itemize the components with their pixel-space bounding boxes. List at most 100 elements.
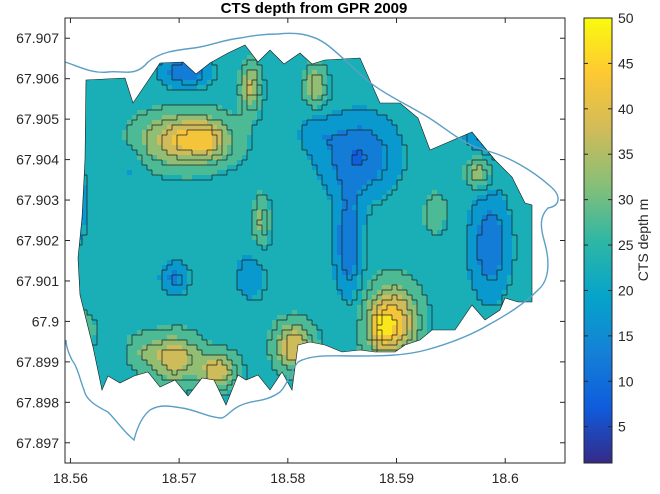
contour-cell [467, 185, 473, 191]
contour-cell [247, 235, 253, 241]
contour-cell [142, 290, 148, 296]
contour-cell [342, 60, 348, 66]
contour-cell [462, 280, 468, 286]
contour-cell [402, 190, 408, 196]
contour-cell [527, 205, 532, 211]
contour-cell [437, 250, 443, 256]
contour-cell [182, 190, 188, 196]
contour-cell [357, 285, 363, 291]
contour-cell [447, 190, 453, 196]
contour-cell [92, 250, 98, 256]
contour-cell [372, 275, 378, 281]
contour-cell [412, 230, 418, 236]
contour-cell [242, 280, 248, 286]
contour-cell [347, 280, 353, 286]
contour-cell [267, 50, 273, 56]
contour-cell [387, 185, 393, 191]
contour-cell [437, 170, 443, 176]
contour-cell [307, 60, 313, 66]
contour-cell [152, 90, 158, 96]
contour-cell [132, 205, 138, 211]
contour-cell [452, 190, 458, 196]
contour-cell [262, 110, 268, 116]
contour-cell [442, 290, 448, 296]
contour-cell [272, 220, 278, 226]
contour-cell [517, 290, 523, 296]
contour-cell [272, 180, 278, 186]
contour-cell [342, 115, 348, 121]
contour-cell [482, 245, 488, 251]
contour-cell [92, 95, 98, 101]
contour-cell [92, 115, 98, 121]
contour-cell [522, 220, 528, 226]
contour-cell [292, 130, 298, 136]
contour-cell [372, 135, 378, 141]
contour-cell [417, 225, 423, 231]
contour-cell [452, 175, 458, 181]
contour-cell [492, 190, 498, 196]
contour-cell [352, 175, 358, 181]
contour-cell [467, 290, 473, 296]
contour-cell [517, 260, 523, 266]
contour-cell [87, 110, 93, 116]
contour-cell [307, 275, 313, 281]
contour-cell [332, 200, 338, 206]
contour-cell [247, 265, 253, 271]
contour-cell [372, 265, 378, 271]
contour-cell [217, 210, 223, 216]
contour-cell [112, 285, 118, 291]
contour-cell [132, 295, 138, 301]
contour-cell [227, 220, 233, 226]
contour-cell [382, 150, 388, 156]
contour-cell [282, 180, 288, 186]
contour-cell [452, 205, 458, 211]
contour-cell [387, 155, 393, 161]
contour-cell [187, 75, 193, 81]
contour-cell [297, 140, 303, 146]
contour-cell [232, 230, 238, 236]
contour-cell [472, 240, 478, 246]
contour-cell [102, 300, 108, 306]
contour-cell [147, 235, 153, 241]
contour-cell [462, 260, 468, 266]
contour-cell [422, 240, 428, 246]
contour-cell [107, 175, 113, 181]
contour-cell [227, 290, 233, 296]
contour-cell [377, 290, 383, 296]
contour-cell [497, 260, 503, 266]
contour-cell [372, 255, 378, 261]
contour-cell [132, 255, 138, 261]
contour-cell [172, 75, 178, 81]
contour-cell [462, 200, 468, 206]
contour-cell [212, 165, 218, 171]
contour-cell [187, 245, 193, 251]
contour-cell [297, 220, 303, 226]
contour-cell [187, 70, 193, 76]
contour-cell [412, 280, 418, 286]
contour-cell [427, 195, 433, 201]
contour-cell [117, 245, 123, 251]
contour-cell [347, 175, 353, 181]
contour-cell [462, 150, 468, 156]
contour-cell [392, 105, 398, 111]
contour-cell [257, 265, 263, 271]
contour-cell [162, 285, 168, 291]
contour-cell [472, 215, 478, 221]
contour-cell [82, 190, 88, 196]
contour-cell [207, 80, 213, 86]
contour-cell [327, 115, 333, 121]
contour-cell [472, 245, 478, 251]
contour-cell [252, 240, 258, 246]
contour-cell [97, 260, 103, 266]
contour-cell [87, 175, 93, 181]
contour-cell [422, 160, 428, 166]
contour-cell [457, 280, 463, 286]
contour-cell [487, 160, 493, 166]
contour-cell [82, 175, 88, 181]
contour-cell [242, 205, 248, 211]
contour-cell [287, 155, 293, 161]
contour-cell [387, 195, 393, 201]
contour-cell [377, 120, 383, 126]
contour-cell [242, 170, 248, 176]
contour-cell [322, 250, 328, 256]
